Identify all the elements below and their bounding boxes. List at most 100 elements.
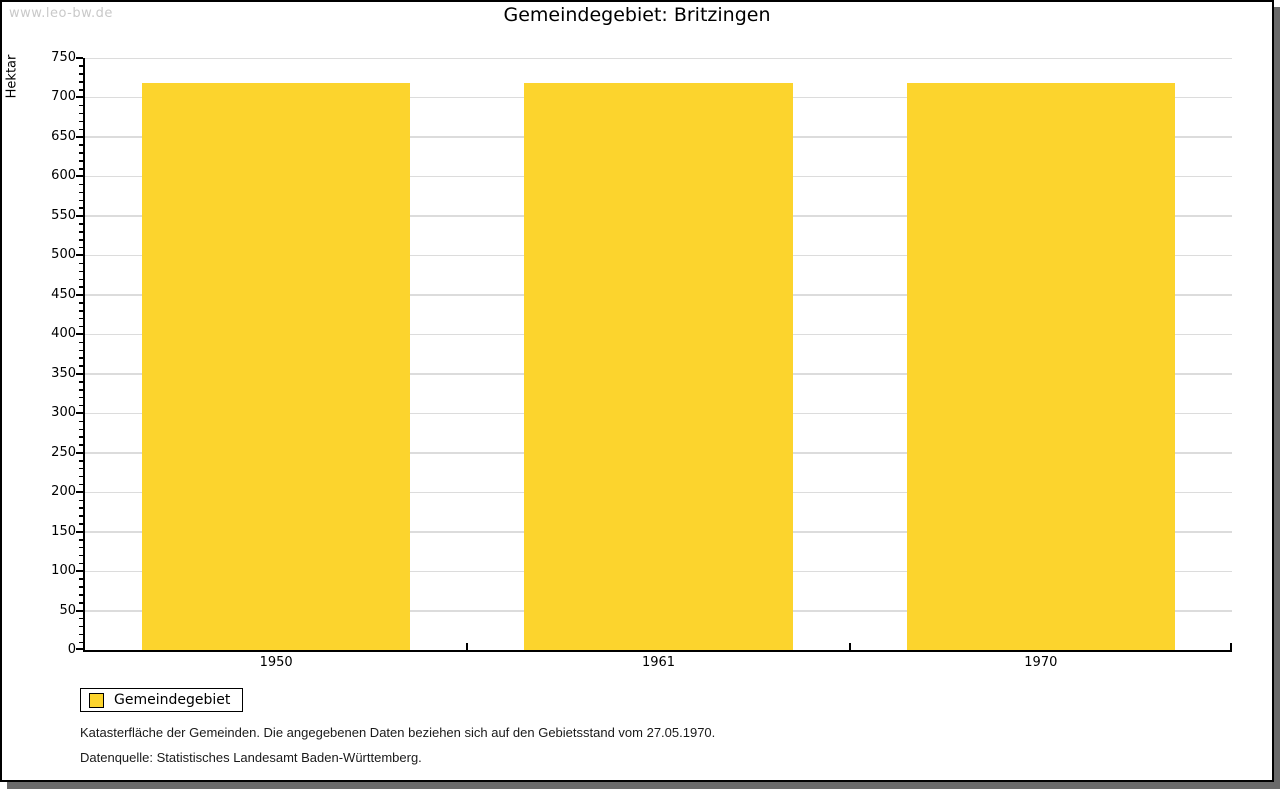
y-axis-minor-tick [79,270,83,273]
y-axis-major-tick [76,135,83,138]
y-axis-minor-tick [79,523,83,525]
y-axis-minor-tick [79,594,83,596]
y-axis-minor-tick [79,389,83,391]
y-axis-minor-tick [79,128,83,131]
y-axis-title: Hektar [4,54,20,99]
y-axis-tick-label: 300 [51,405,76,421]
y-axis-minor-tick [79,625,83,628]
x-axis-tick [1230,643,1232,650]
y-axis-tick-label: 100 [51,563,76,579]
y-axis-minor-tick [79,507,83,509]
x-axis-tick-label: 1961 [641,655,676,670]
y-axis-minor-tick [79,467,83,470]
y-axis-major-tick [76,412,83,415]
y-axis-minor-tick [79,89,83,91]
y-axis-major-tick [76,570,83,573]
y-axis-minor-tick [79,562,83,565]
y-axis-minor-tick [79,223,83,225]
y-axis-tick-label: 250 [51,444,76,460]
y-axis-minor-tick [79,81,83,83]
y-axis-major-tick [76,451,83,454]
x-axis-labels: 1950 1961 1970 [85,655,1232,671]
y-axis-minor-tick [79,539,83,541]
y-axis-minor-tick [79,168,83,170]
bar-1961 [524,83,793,650]
y-axis-minor-tick [79,65,83,67]
y-axis-minor-tick [79,436,83,438]
y-axis-tick-label: 700 [51,89,76,105]
y-axis-major-tick [76,254,83,257]
y-axis-minor-tick [79,404,83,407]
gridline [85,57,1232,59]
y-axis-tick-label: 500 [51,247,76,263]
footnote-source-note: Katasterfläche der Gemeinden. Die angege… [80,725,716,740]
y-axis-minor-tick [79,396,83,399]
y-axis-major-tick [76,530,83,533]
y-axis-minor-tick [79,460,83,462]
y-axis-minor-tick [79,483,83,486]
y-axis-minor-tick [79,381,83,383]
y-axis-minor-tick [79,104,83,107]
watermark: www.leo-bw.de [9,6,113,21]
y-axis-major-tick [76,214,83,217]
y-axis-minor-tick [79,183,83,186]
y-axis-minor-tick [79,365,83,367]
y-axis-minor-tick [79,641,83,644]
legend-swatch-icon [89,692,104,708]
plot-area: 0 50 100 150 200 250 300 350 400 450 500 550 600 650 7… [51,50,1232,657]
y-axis-tick-label: 0 [67,642,76,657]
y-axis-tick-label: 550 [51,207,76,223]
y-axis-minor-tick [79,199,83,202]
footnote-data-source: Datenquelle: Statistisches Landesamt Bad… [80,750,422,765]
bar-1950 [141,83,411,650]
y-axis-minor-tick [79,578,83,580]
y-axis-minor-tick [79,357,83,359]
y-axis-tick-label: 650 [51,128,76,144]
y-axis-minor-tick [79,152,83,154]
y-axis-tick-label: 450 [51,286,76,302]
y-axis-minor-tick [79,191,83,194]
y-axis-minor-tick [79,554,83,557]
y-axis-major-tick [76,96,83,99]
y-axis-minor-tick [79,586,83,588]
y-axis-major-tick [76,175,83,178]
y-axis-minor-tick [79,317,83,320]
chart-title: Gemeindegebiet: Britzingen [503,4,771,26]
y-axis-minor-tick [79,207,83,209]
y-axis-minor-tick [79,546,83,549]
y-axis-minor-tick [79,231,83,233]
legend-label: Gemeindegebiet [114,692,231,708]
y-axis-minor-tick [79,278,83,281]
y-axis-minor-tick [79,302,83,304]
y-axis-tick-label: 50 [59,602,76,618]
y-axis-minor-tick [79,112,83,115]
y-axis-tick-label: 750 [51,50,76,65]
y-axis-minor-tick [79,444,83,446]
x-axis-tick [466,643,469,650]
x-axis-tick [848,643,851,650]
y-axis-minor-tick [79,499,83,502]
y-axis-minor-tick [79,349,83,352]
y-axis-major-tick [76,372,83,375]
y-axis-minor-tick [79,286,83,288]
y-axis-major-tick [76,648,83,650]
y-axis-tick-label: 400 [51,326,76,342]
y-axis-minor-tick [79,325,83,328]
y-axis-tick-label: 200 [51,484,76,500]
y-axis-minor-tick [79,160,83,162]
y-axis-minor-tick [79,515,83,517]
y-axis-major-tick [76,57,83,59]
y-axis-tick-label: 350 [51,365,76,381]
y-axis-minor-tick [79,144,83,146]
y-axis-tick-label: 150 [51,523,76,539]
y-axis-major-tick [76,609,83,612]
x-axis-tick-label: 1950 [259,655,293,670]
y-axis-tick-label: 600 [51,168,76,184]
y-axis-minor-tick [79,73,83,75]
x-axis-tick-label: 1970 [1024,655,1058,670]
y-axis-minor-tick [79,420,83,423]
y-axis-major-tick [76,333,83,336]
y-axis-minor-tick [79,341,83,344]
y-axis-minor-tick [79,428,83,430]
